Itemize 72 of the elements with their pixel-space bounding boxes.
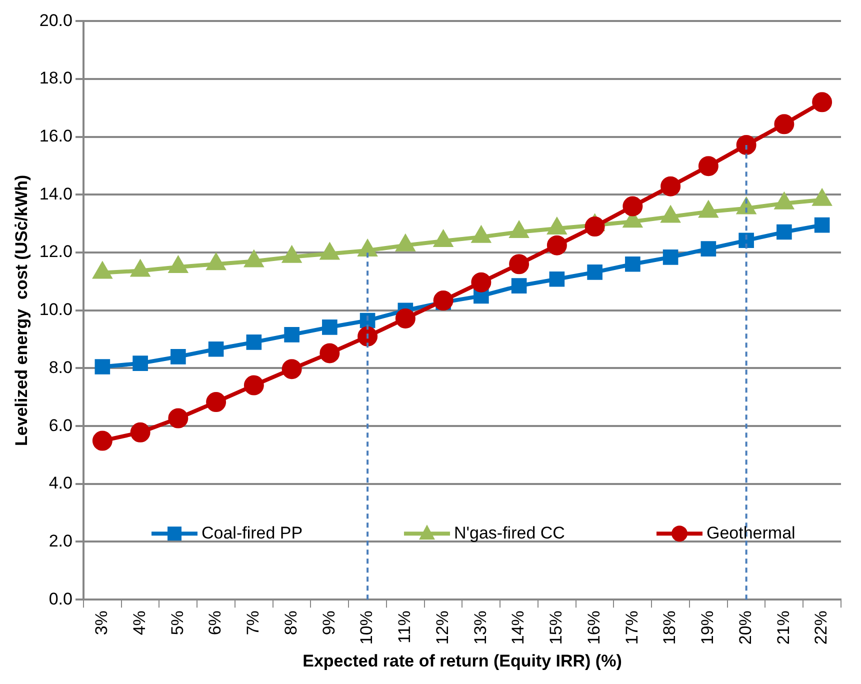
x-tick-label: 5% (168, 610, 187, 636)
x-tick-label: 16% (584, 610, 604, 645)
point (244, 375, 264, 396)
x-tick-label: 7% (244, 610, 263, 636)
x-tick-label: 18% (660, 610, 680, 645)
point (774, 114, 794, 134)
point (208, 341, 224, 357)
point (130, 422, 150, 442)
point (395, 308, 416, 328)
y-tick-label: 20.0 (39, 10, 72, 30)
x-tick-label: 14% (508, 610, 528, 645)
point (360, 312, 376, 328)
point (246, 334, 262, 350)
x-tick-label: 15% (546, 610, 566, 645)
point (282, 359, 302, 380)
point (168, 408, 188, 428)
x-tick-label: 19% (698, 610, 718, 645)
legend-label: Geothermal (706, 523, 796, 542)
y-tick-label: 0.0 (48, 589, 72, 608)
x-tick-label: 17% (622, 610, 642, 645)
y-tick-label: 14.0 (39, 184, 72, 204)
x-tick-label: 12% (432, 610, 452, 645)
point (812, 92, 832, 112)
x-axis-title: Expected rate of return (Equity IRR) (%) (302, 651, 622, 670)
y-tick-label: 18.0 (39, 68, 72, 88)
x-tick-label: 13% (470, 610, 490, 645)
point (736, 134, 756, 155)
point (660, 176, 681, 196)
point (622, 196, 643, 216)
point (92, 430, 112, 451)
point (94, 359, 110, 374)
x-tick-label: 6% (206, 610, 225, 636)
y-tick-label: 16.0 (39, 126, 72, 146)
point (509, 254, 530, 274)
point (322, 320, 338, 335)
y-tick-label: 4.0 (48, 474, 72, 493)
legend-label: N'gas-fired CC (454, 523, 565, 542)
y-tick-label: 6.0 (48, 416, 72, 435)
x-tick-label: 22% (812, 610, 831, 645)
y-tick-label: 8.0 (48, 358, 72, 377)
point (549, 272, 565, 287)
x-tick-label: 3% (92, 610, 112, 636)
point (358, 326, 378, 346)
point (625, 256, 640, 272)
y-tick-label: 2.0 (48, 531, 72, 550)
point (700, 241, 716, 256)
x-tick-label: 10% (357, 610, 376, 645)
point (320, 343, 340, 364)
y-tick-label: 10.0 (39, 300, 72, 320)
point (511, 278, 527, 294)
x-tick-label: 9% (319, 610, 338, 636)
point (587, 264, 602, 280)
legend-label: Coal-fired PP (201, 523, 303, 542)
point (662, 250, 678, 265)
point (170, 349, 186, 364)
point (814, 217, 830, 233)
point (698, 156, 718, 176)
point (206, 392, 226, 412)
point (433, 290, 454, 311)
point (776, 224, 792, 240)
x-tick-label: 20% (736, 610, 755, 645)
x-tick-label: 21% (774, 610, 793, 645)
point (284, 327, 300, 342)
x-tick-label: 8% (281, 610, 300, 636)
x-tick-label: 11% (395, 610, 414, 644)
y-tick-label: 12.0 (39, 242, 72, 262)
y-axis-title: Levelized energy cost (USċ/kWh) (12, 174, 31, 446)
point (546, 235, 567, 256)
point (132, 356, 148, 371)
x-tick-label: 4% (130, 610, 149, 636)
point (471, 272, 492, 292)
point (584, 216, 605, 237)
